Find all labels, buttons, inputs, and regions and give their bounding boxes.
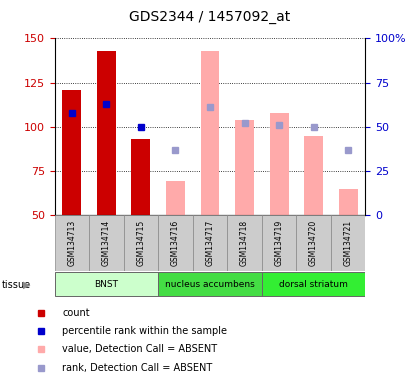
Bar [235, 120, 254, 215]
Bar [97, 51, 116, 215]
Text: percentile rank within the sample: percentile rank within the sample [62, 326, 227, 336]
Bar [123, 215, 158, 271]
Text: GSM134721: GSM134721 [344, 220, 353, 266]
Bar [227, 215, 262, 271]
Bar [55, 272, 158, 296]
Text: dorsal striatum: dorsal striatum [279, 280, 348, 289]
Text: ▶: ▶ [23, 280, 31, 290]
Bar [63, 89, 81, 215]
Text: BNST: BNST [94, 280, 118, 289]
Bar [339, 189, 357, 215]
Bar [166, 182, 185, 215]
Text: count: count [62, 308, 90, 318]
Bar [89, 215, 123, 271]
Text: GSM134719: GSM134719 [275, 220, 284, 266]
Text: GSM134715: GSM134715 [136, 220, 145, 266]
Bar [297, 215, 331, 271]
Text: GSM134720: GSM134720 [309, 220, 318, 266]
Bar [193, 215, 227, 271]
Text: nucleus accumbens: nucleus accumbens [165, 280, 255, 289]
Bar [270, 113, 289, 215]
Bar [158, 272, 262, 296]
Text: GDS2344 / 1457092_at: GDS2344 / 1457092_at [129, 10, 291, 23]
Text: rank, Detection Call = ABSENT: rank, Detection Call = ABSENT [62, 363, 213, 373]
Text: GSM134717: GSM134717 [205, 220, 215, 266]
Text: GSM134714: GSM134714 [102, 220, 111, 266]
Bar [131, 139, 150, 215]
Text: value, Detection Call = ABSENT: value, Detection Call = ABSENT [62, 344, 218, 354]
Bar [200, 51, 220, 215]
Text: GSM134718: GSM134718 [240, 220, 249, 266]
Bar [262, 272, 365, 296]
Text: GSM134713: GSM134713 [67, 220, 76, 266]
Bar [304, 136, 323, 215]
Text: GSM134716: GSM134716 [171, 220, 180, 266]
Bar [55, 215, 89, 271]
Bar [158, 215, 193, 271]
Bar [331, 215, 365, 271]
Bar [262, 215, 297, 271]
Text: tissue: tissue [2, 280, 31, 290]
